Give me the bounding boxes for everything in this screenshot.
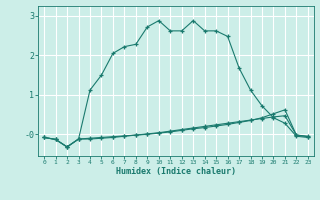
X-axis label: Humidex (Indice chaleur): Humidex (Indice chaleur) bbox=[116, 167, 236, 176]
